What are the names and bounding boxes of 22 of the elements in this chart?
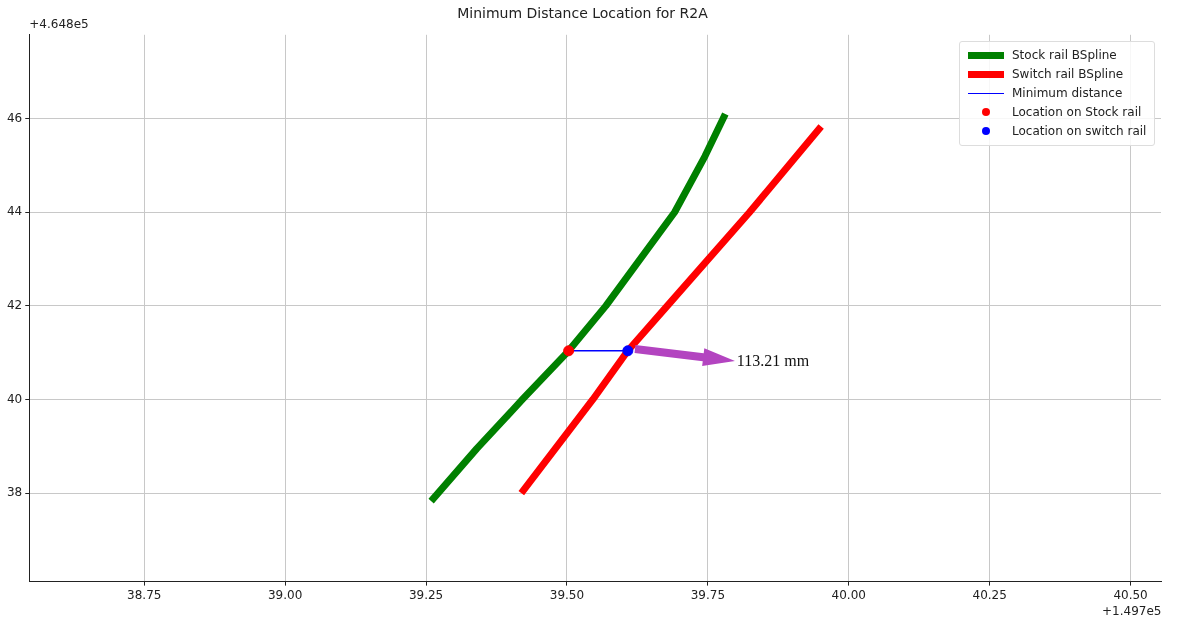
x-tick-label: 39.50 — [549, 587, 585, 602]
text: +4.648e5 — [29, 16, 89, 31]
x-tick-label: 40.25 — [972, 587, 1007, 602]
legend-label: Stock rail BSpline — [1012, 48, 1117, 63]
x-tick-label: 40.00 — [831, 587, 866, 602]
y-tick-label: 40 — [6, 391, 23, 406]
y-tick-label: 44 — [6, 204, 23, 219]
x-tick-label: 39.00 — [267, 587, 303, 602]
x-tick-label: 39.25 — [408, 587, 444, 602]
y-tick-label: 42 — [6, 297, 23, 312]
legend-label: Switch rail BSpline — [1012, 67, 1124, 82]
legend-label: Location on Stock rail — [1012, 105, 1142, 120]
y-tick-label: 46 — [6, 110, 23, 125]
legend-label: Minimum distance — [1012, 86, 1123, 101]
text: +1.497e5 — [1102, 603, 1162, 618]
annotation: 113.21 mm — [736, 351, 810, 370]
x-tick-label: 40.50 — [1113, 587, 1148, 602]
x-tick-label: 39.75 — [690, 587, 726, 602]
chart-title: Minimum Distance Location for R2A — [457, 5, 709, 22]
y-tick-label: 38 — [6, 485, 23, 500]
x-tick-label: 38.75 — [127, 587, 162, 602]
legend-label: Location on switch rail — [1012, 124, 1147, 139]
